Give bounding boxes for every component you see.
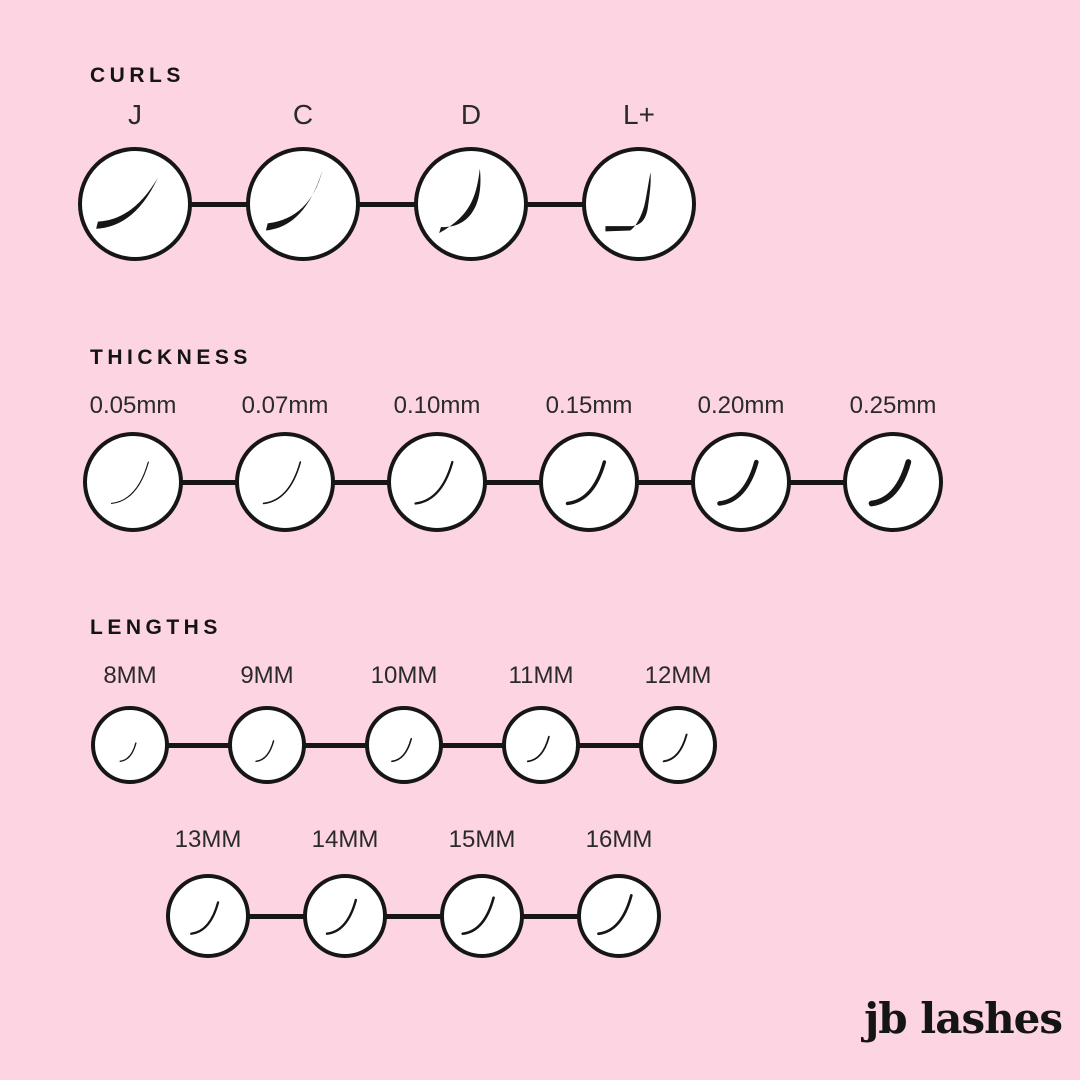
lash-length-13-icon: [190, 901, 220, 935]
option-label: 14MM: [311, 826, 379, 853]
lash-option-node: 0.07mm: [235, 392, 335, 532]
lash-length-14-icon: [325, 898, 358, 935]
thickness-row: 0.05mm 0.07mm 0.10mm 0.15mm 0.20mm 0.25m…: [83, 392, 943, 532]
lengths-row-2: 13MM 14MM 15MM 16MM: [166, 826, 661, 958]
lash-option-node: 14MM: [303, 826, 387, 958]
brand-logo: jb lashes: [864, 994, 1063, 1043]
lash-option-node: 0.15mm: [539, 392, 639, 532]
lash-curl-c-icon: [265, 170, 323, 231]
curls-section-title: CURLS: [90, 64, 185, 87]
lash-thickness-005-icon: [110, 461, 149, 505]
lash-option-node: 0.25mm: [843, 392, 943, 532]
option-label: 15MM: [448, 826, 516, 853]
lash-circle: [577, 874, 661, 958]
lash-circle: [246, 147, 360, 261]
lash-option-node: 13MM: [166, 826, 250, 958]
option-label: 0.15mm: [545, 392, 633, 419]
lash-option-node: 10MM: [365, 662, 443, 784]
lash-option-node: 16MM: [577, 826, 661, 958]
lash-length-15-icon: [461, 896, 495, 936]
lash-circle: [582, 147, 696, 261]
lash-option-node: C: [246, 100, 360, 261]
lash-option-node: 15MM: [440, 826, 524, 958]
option-label: 0.05mm: [89, 392, 177, 419]
option-label: 0.20mm: [697, 392, 785, 419]
option-label: 8MM: [103, 662, 157, 689]
lash-circle: [387, 432, 487, 532]
lash-circle: [539, 432, 639, 532]
lengths-section-title: LENGTHS: [90, 616, 222, 639]
lash-circle: [440, 874, 524, 958]
option-label: 0.10mm: [393, 392, 481, 419]
lash-thickness-010-icon: [414, 460, 454, 505]
option-label: 11MM: [508, 662, 574, 689]
connector-line: [133, 479, 893, 485]
option-label: 10MM: [370, 662, 438, 689]
curls-row: J C D L+: [78, 100, 696, 261]
lash-length-8-icon: [119, 742, 137, 762]
option-label: L+: [623, 99, 655, 130]
connector-line: [135, 201, 639, 207]
connector-line: [208, 913, 619, 919]
option-label: J: [128, 99, 142, 130]
option-label: 13MM: [174, 826, 242, 853]
lash-option-node: D: [414, 100, 528, 261]
lash-option-node: 0.05mm: [83, 392, 183, 532]
lash-circle: [228, 706, 306, 784]
lash-circle: [78, 147, 192, 261]
option-label: 0.25mm: [849, 392, 937, 419]
lash-circle: [303, 874, 387, 958]
lash-curl-d-icon: [439, 168, 481, 234]
lash-length-16-icon: [597, 894, 633, 936]
lash-circle: [83, 432, 183, 532]
lash-circle: [639, 706, 717, 784]
lash-circle: [502, 706, 580, 784]
lash-thickness-007-icon: [262, 461, 302, 505]
lash-circle: [235, 432, 335, 532]
lash-option-node: J: [78, 100, 192, 261]
option-label: C: [292, 99, 314, 130]
lash-curl-j-icon: [96, 177, 158, 229]
lash-circle: [691, 432, 791, 532]
lash-option-node: L+: [582, 100, 696, 261]
lash-length-11-icon: [526, 735, 550, 763]
thickness-section-title: THICKNESS: [90, 346, 252, 369]
lash-option-node: 0.20mm: [691, 392, 791, 532]
lash-length-9-icon: [255, 740, 275, 763]
lash-option-node: 0.10mm: [387, 392, 487, 532]
lash-option-node: 9MM: [228, 662, 306, 784]
lash-circle: [91, 706, 169, 784]
lengths-row-1: 8MM 9MM 10MM 11MM 12MM: [91, 662, 717, 784]
lash-circle: [365, 706, 443, 784]
lash-option-node: 11MM: [502, 662, 580, 784]
lash-circle: [414, 147, 528, 261]
option-label: D: [460, 99, 482, 130]
option-label: 0.07mm: [241, 392, 329, 419]
lash-length-12-icon: [662, 733, 688, 763]
lash-circle: [166, 874, 250, 958]
option-label: 9MM: [240, 662, 294, 689]
lash-circle: [843, 432, 943, 532]
lash-length-10-icon: [391, 737, 413, 763]
lash-thickness-025-icon: [868, 459, 912, 507]
lash-thickness-015-icon: [565, 460, 607, 506]
lash-option-node: 8MM: [91, 662, 169, 784]
option-label: 12MM: [644, 662, 712, 689]
lash-curl-lplus-icon: [605, 172, 651, 232]
lash-option-node: 12MM: [639, 662, 717, 784]
lash-thickness-020-icon: [717, 459, 759, 506]
option-label: 16MM: [585, 826, 653, 853]
